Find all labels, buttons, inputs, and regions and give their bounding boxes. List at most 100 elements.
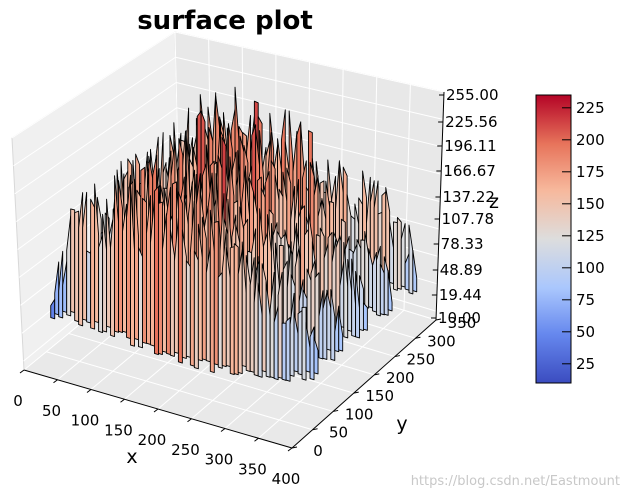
surface-facet — [82, 191, 88, 321]
leftwall-grid-z — [13, 56, 176, 167]
y-tick-mark — [394, 355, 400, 358]
y-tick-label: 0 — [313, 442, 323, 460]
chart-title: surface plot — [137, 6, 313, 36]
colorbar-ticks: 25 50 75 100 125 150 175 200 225 — [562, 99, 605, 373]
z-tick-label: 137.22 — [442, 188, 495, 206]
surface-facet — [86, 250, 92, 324]
y-tick-label: 200 — [386, 369, 415, 387]
surface-facet — [289, 292, 295, 377]
surface-facet — [229, 246, 235, 376]
z-tick-label: 48.89 — [440, 261, 483, 279]
surface-facet — [318, 290, 324, 360]
x-tick-label: 150 — [104, 421, 133, 439]
y-tick-mark — [353, 391, 359, 394]
x-tick-label: 250 — [171, 441, 200, 459]
surface-facet — [142, 197, 147, 344]
x-tick-label: 300 — [205, 451, 234, 469]
surface-facet — [359, 275, 364, 332]
z-tick-label: 196.11 — [444, 137, 497, 155]
surface-facet — [138, 246, 143, 349]
y-tick-mark — [333, 409, 339, 412]
x-tick-label: 200 — [138, 431, 167, 449]
surface-facet — [193, 250, 199, 370]
colorbar-tick-label: 50 — [576, 323, 595, 341]
colorbar-tick-label: 125 — [576, 227, 605, 245]
z-tick-label: 19.44 — [439, 286, 482, 304]
y-tick-mark — [374, 373, 380, 376]
surface-facet — [181, 229, 187, 359]
floor-grid-y — [68, 332, 334, 412]
surface-facet — [78, 192, 84, 327]
leftwall-grid-z — [11, 31, 176, 139]
colorbar-tick-label: 75 — [576, 291, 595, 309]
y-tick-label: 350 — [448, 314, 477, 332]
x-tick-mark — [53, 379, 58, 384]
surface-facet — [74, 210, 80, 323]
surface-facet — [261, 263, 267, 373]
surface-facet — [165, 186, 171, 355]
surface-facet — [334, 305, 340, 353]
y-axis-label: y — [396, 413, 407, 435]
surface-facet — [249, 257, 255, 373]
surface-facet — [285, 317, 291, 382]
colorbar-tick-label: 100 — [576, 259, 605, 277]
surface-facet — [269, 271, 275, 379]
surface-facet — [362, 302, 368, 331]
x-tick-label: 100 — [71, 412, 100, 430]
y-tick-label: 300 — [427, 332, 456, 350]
y-tick-label: 100 — [345, 405, 374, 423]
floor-grid-x — [258, 309, 405, 439]
surface-facet — [134, 178, 139, 341]
z-axis-ticks: 10.00 19.44 48.89 78.33 107.78 137.22 166.67 19… — [431, 86, 499, 327]
surface-facet — [379, 263, 385, 316]
y-tick-label: 250 — [407, 351, 436, 369]
z-tick-label: 255.00 — [446, 86, 499, 104]
surface-row — [50, 174, 319, 382]
surface-facet — [221, 228, 227, 368]
x-tick-mark — [86, 389, 92, 393]
surface-facet — [217, 271, 223, 369]
surface-facet — [154, 186, 159, 356]
z-tick-label: 166.67 — [443, 162, 496, 180]
surface-facet — [387, 269, 393, 312]
surface-mesh — [50, 86, 418, 382]
surface-facet — [98, 235, 104, 333]
surface-facet — [90, 198, 96, 330]
watermark: https://blog.csdn.net/Eastmount — [411, 474, 620, 489]
colorbar-tick-label: 175 — [576, 163, 605, 181]
surface-facet — [54, 261, 60, 316]
surface-facet — [118, 180, 123, 333]
y-tick-mark — [415, 336, 421, 339]
x-tick-mark — [153, 408, 159, 413]
surface-facet — [376, 245, 381, 317]
surface-facet — [297, 310, 303, 376]
x-tick-label: 0 — [13, 392, 23, 410]
colorbar — [535, 94, 572, 384]
y-axis-line — [291, 319, 437, 449]
surface-facet — [330, 289, 336, 361]
surface-facet — [122, 203, 127, 333]
surface-facet — [400, 223, 406, 288]
surface-facet — [237, 249, 243, 375]
surface-facet — [338, 309, 344, 352]
surface-facet — [201, 216, 207, 361]
surface-facet — [412, 250, 418, 293]
surface-facet — [94, 183, 100, 324]
surface-facet — [213, 220, 219, 366]
surface-facet — [58, 250, 64, 319]
leftwall-grid-z — [14, 82, 177, 195]
surface-facet — [70, 208, 76, 314]
surface-facet — [157, 201, 163, 356]
z-tick-label: 107.78 — [442, 210, 495, 228]
colorbar-tick-label: 225 — [576, 99, 605, 117]
y-tick-mark — [291, 446, 298, 449]
x-axis-label: x — [126, 446, 137, 468]
x-tick-label: 350 — [238, 460, 267, 478]
surface-facet — [146, 195, 151, 345]
surface-facet — [372, 251, 377, 313]
y-tick-label: 150 — [365, 387, 394, 405]
colorbar-tick-label: 25 — [576, 355, 595, 373]
surface-facet — [281, 322, 287, 381]
